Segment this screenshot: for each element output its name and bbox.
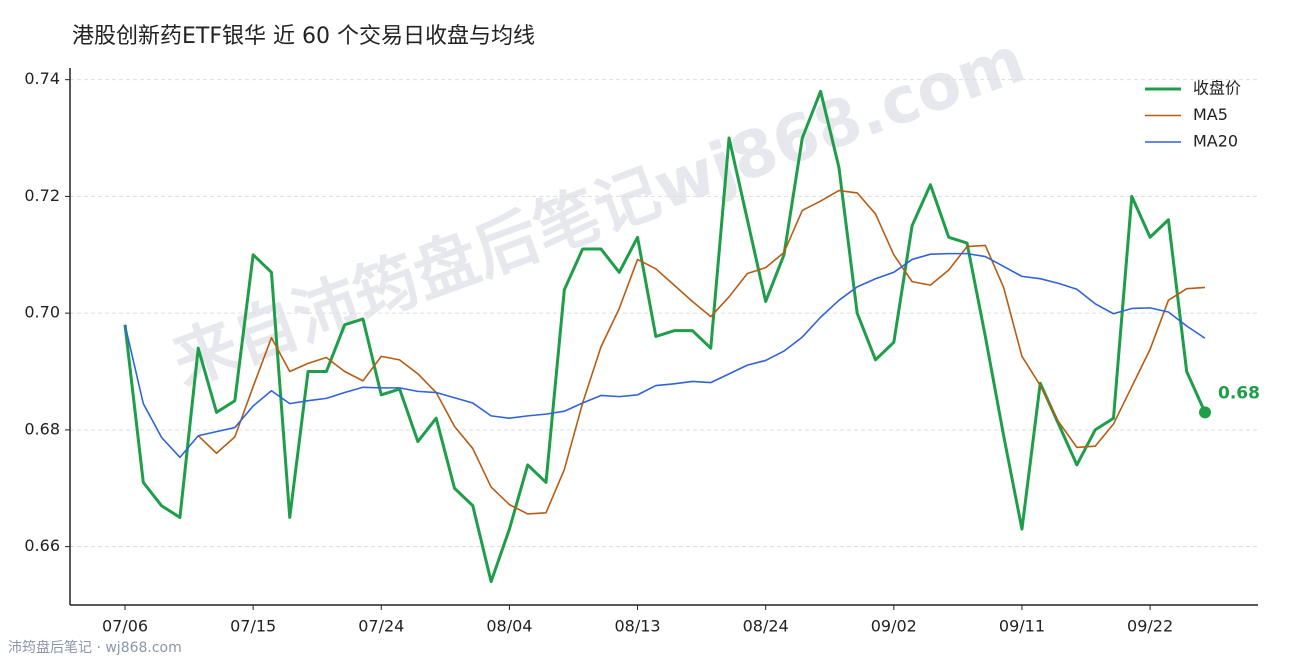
- x-tick-label: 07/24: [358, 617, 404, 636]
- y-tick-label: 0.66: [24, 536, 60, 555]
- x-tick-label: 08/24: [743, 617, 789, 636]
- x-tick-label: 07/15: [230, 617, 276, 636]
- y-tick-label: 0.68: [24, 419, 60, 438]
- y-tick-label: 0.72: [24, 186, 60, 205]
- legend-label: MA20: [1193, 132, 1238, 151]
- series-line: [123, 89, 1207, 584]
- legend-label: 收盘价: [1193, 79, 1241, 98]
- y-tick-label: 0.74: [24, 69, 60, 88]
- x-tick-label: 08/13: [614, 617, 660, 636]
- series-line: [124, 252, 1206, 459]
- x-tick-label: 09/11: [999, 617, 1045, 636]
- x-tick-label: 09/22: [1127, 617, 1173, 636]
- legend-label: MA5: [1193, 105, 1228, 124]
- chart-title: 港股创新药ETF银华 近 60 个交易日收盘与均线: [72, 24, 535, 49]
- footer: 沛筠盘后笔记 · wj868.com: [8, 639, 182, 656]
- y-tick-label: 0.70: [24, 303, 60, 322]
- x-tick-label: 07/06: [102, 617, 148, 636]
- last-value-label: 0.68: [1218, 383, 1260, 403]
- last-point: [1199, 406, 1211, 419]
- x-tick-label: 09/02: [871, 617, 917, 636]
- series-line: [197, 189, 1206, 515]
- x-tick-label: 08/04: [486, 617, 532, 636]
